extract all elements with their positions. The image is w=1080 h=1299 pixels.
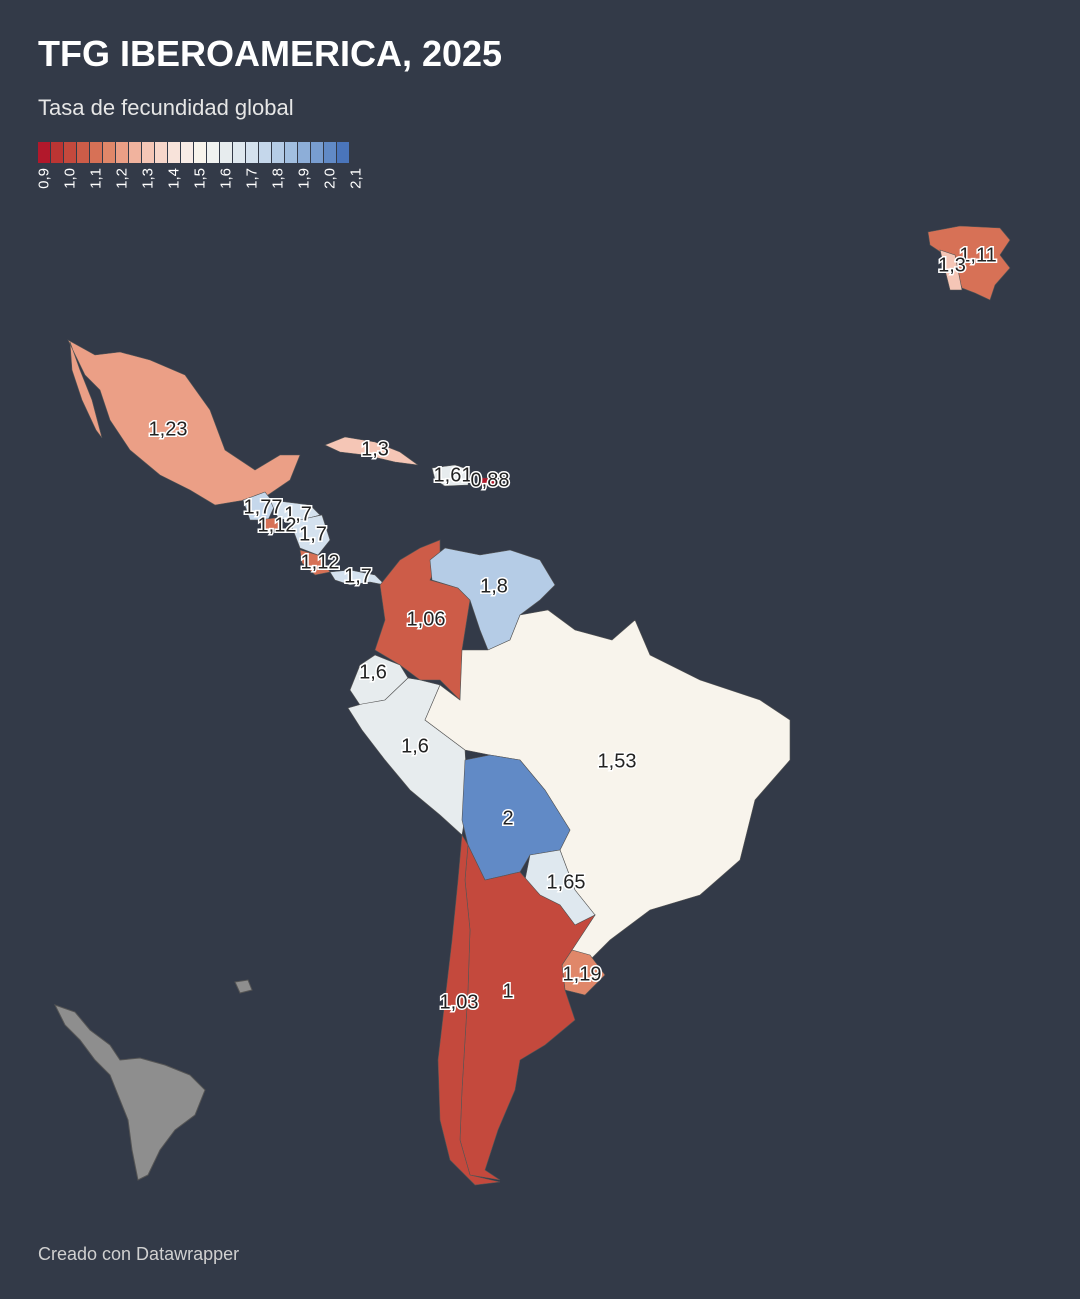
inset-map xyxy=(54,979,253,1181)
legend-label: 2,0 xyxy=(321,168,338,189)
legend-swatch xyxy=(272,142,284,163)
region-label: 1,77 xyxy=(244,496,283,518)
region-label: 1,11 xyxy=(959,244,996,266)
legend-swatch xyxy=(64,142,76,163)
region xyxy=(479,477,496,486)
legend-label: 0,9 xyxy=(35,168,52,189)
region-label: 1,65 xyxy=(547,871,586,893)
legend-label: 1,5 xyxy=(191,168,208,189)
legend-label: 1,6 xyxy=(217,168,234,189)
legend-swatch xyxy=(324,142,336,163)
region-labels: 1,231,31,610,881,77 1,71,12 1,71,121,71,06… xyxy=(147,243,998,1015)
region-label: 1,8 xyxy=(480,575,508,597)
region xyxy=(437,834,501,1186)
region-label: 1,19 xyxy=(563,963,602,985)
region-label: 1,3 xyxy=(938,254,966,276)
region-label: 1,3 xyxy=(361,438,389,460)
legend-swatch xyxy=(311,142,323,163)
legend-swatch xyxy=(233,142,245,163)
legend-swatch xyxy=(207,142,219,163)
legend: 0,9 1,0 1,1 1,2 1,3 1,4 1,5 1,6 1,7 1,8 1,9 2,0 2,1 xyxy=(35,142,364,189)
region-label: 0,88 xyxy=(471,469,510,491)
legend-swatch xyxy=(51,142,63,163)
legend-label: 1,8 xyxy=(269,168,286,189)
region xyxy=(431,464,471,487)
title: TFG IBEROAMERICA, 2025 xyxy=(38,33,502,74)
legend-swatch xyxy=(181,142,193,163)
region xyxy=(67,339,301,506)
legend-swatch xyxy=(129,142,141,163)
legend-label: 1,1 xyxy=(87,168,104,189)
region-label: 1,12 xyxy=(258,514,297,536)
legend-swatch xyxy=(259,142,271,163)
subtitle: Tasa de fecundidad global xyxy=(38,95,294,120)
region xyxy=(374,539,471,701)
region xyxy=(257,517,283,531)
legend-label: 1,4 xyxy=(165,168,182,189)
legend-label: 1,9 xyxy=(295,168,312,189)
region-label: 1,61 xyxy=(434,464,473,486)
region-label: 1,23 xyxy=(149,418,188,440)
region-label: 1,53 xyxy=(598,750,637,772)
region-label: 1,7 xyxy=(284,503,312,525)
legend-swatch xyxy=(103,142,115,163)
region xyxy=(324,436,419,466)
legend-swatch xyxy=(194,142,206,163)
legend-label: 1,2 xyxy=(113,168,130,189)
legend-label: 1,7 xyxy=(243,168,260,189)
legend-swatch xyxy=(77,142,89,163)
legend-swatch xyxy=(246,142,258,163)
region xyxy=(242,491,276,521)
legend-swatch xyxy=(298,142,310,163)
region xyxy=(299,549,331,576)
region-label: 1 xyxy=(502,980,513,1002)
region-label: 1,06 xyxy=(407,608,446,630)
region-label: 1,03 xyxy=(440,991,479,1013)
legend-swatch xyxy=(38,142,50,163)
region xyxy=(329,569,386,586)
legend-swatch xyxy=(337,142,349,163)
region-label: 1,12 xyxy=(301,551,340,573)
region-label: 1,7 xyxy=(299,523,327,545)
legend-swatch xyxy=(168,142,180,163)
legend-swatch xyxy=(142,142,154,163)
legend-swatch xyxy=(220,142,232,163)
legend-swatch xyxy=(155,142,167,163)
legend-swatch xyxy=(285,142,297,163)
region-label: 1,6 xyxy=(359,661,387,683)
legend-swatch xyxy=(116,142,128,163)
region-label: 2 xyxy=(502,807,513,829)
legend-swatch xyxy=(90,142,102,163)
legend-label: 1,3 xyxy=(139,168,156,189)
region xyxy=(289,514,331,556)
legend-label: 2,1 xyxy=(347,168,364,189)
footer: Creado con Datawrapper xyxy=(38,1244,239,1264)
region-label: 1,6 xyxy=(401,735,429,757)
region xyxy=(939,249,963,291)
regions xyxy=(67,225,1011,1186)
region-label: 1,7 xyxy=(344,565,372,587)
legend-label: 1,0 xyxy=(61,168,78,189)
